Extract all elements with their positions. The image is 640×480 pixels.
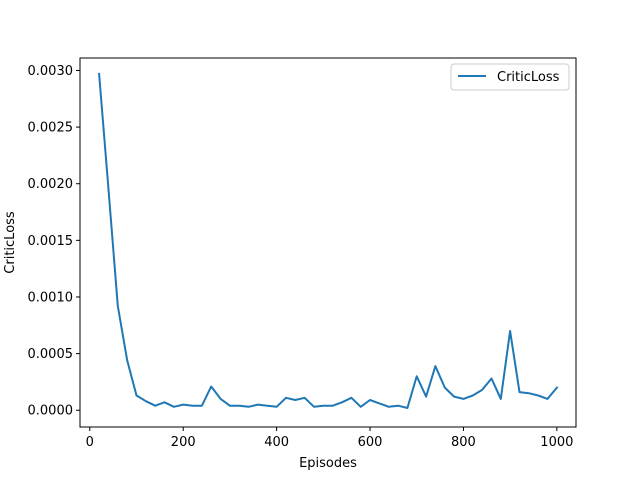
data-point [509, 330, 511, 332]
data-point [406, 407, 408, 409]
data-point [519, 391, 521, 393]
x-tick-label: 200 [171, 435, 196, 450]
y-tick-label: 0.0015 [28, 234, 74, 249]
data-point [341, 401, 343, 403]
data-point [369, 399, 371, 401]
data-point [453, 396, 455, 398]
data-point [257, 404, 259, 406]
axes-frame [79, 57, 577, 428]
data-point [528, 392, 530, 394]
x-axis-label: Episodes [299, 456, 357, 471]
y-tick-label: 0.0005 [28, 347, 74, 362]
legend: CriticLoss [450, 63, 570, 91]
data-point [276, 406, 278, 408]
data-point [108, 188, 110, 190]
data-point [220, 398, 222, 400]
data-point [378, 402, 380, 404]
data-point [313, 406, 315, 408]
series-line-criticloss [98, 72, 559, 409]
data-point [350, 397, 352, 399]
ticks-layer: 0 200 400 600 800 1000 0.0000 0.0005 0.0010 0.001… [28, 64, 574, 450]
legend-box [450, 63, 570, 91]
data-point [537, 395, 539, 397]
data-point [434, 365, 436, 367]
data-point [238, 405, 240, 407]
x-tick-label: 800 [451, 435, 476, 450]
x-tick-label: 400 [264, 435, 289, 450]
data-point [285, 397, 287, 399]
data-point [192, 405, 194, 407]
data-point [210, 386, 212, 388]
data-point [462, 398, 464, 400]
data-point [332, 405, 334, 407]
data-point [173, 406, 175, 408]
data-point [481, 389, 483, 391]
data-point [472, 395, 474, 397]
data-point [201, 405, 203, 407]
y-tick-label: 0.0020 [28, 177, 74, 192]
data-point [164, 401, 166, 403]
legend-label: CriticLoss [497, 70, 560, 85]
y-tick-label: 0.0000 [28, 404, 74, 419]
data-point [491, 378, 493, 380]
data-point [182, 404, 184, 406]
data-point [294, 399, 296, 401]
y-tick-label: 0.0010 [28, 290, 74, 305]
data-point [229, 405, 231, 407]
data-point [322, 405, 324, 407]
data-point [98, 73, 100, 75]
data-point [360, 406, 362, 408]
data-point [248, 406, 250, 408]
x-tick-label: 1000 [540, 435, 573, 450]
data-point [397, 405, 399, 407]
data-point [154, 405, 156, 407]
data-point [126, 359, 128, 361]
data-point [556, 387, 558, 389]
data-point [444, 387, 446, 389]
x-tick-label: 600 [358, 435, 383, 450]
y-tick-label: 0.0030 [28, 64, 74, 79]
data-point [500, 398, 502, 400]
data-point [266, 405, 268, 407]
x-tick-label: 0 [86, 435, 94, 450]
y-axis-label: CriticLoss [3, 211, 18, 274]
data-point [304, 397, 306, 399]
data-point [547, 398, 549, 400]
data-point [136, 395, 138, 397]
y-tick-label: 0.0025 [28, 121, 74, 136]
data-point [388, 406, 390, 408]
plot-layer [98, 72, 559, 409]
data-point [425, 396, 427, 398]
data-point [145, 400, 147, 402]
data-point [416, 375, 418, 377]
data-point [117, 305, 119, 307]
